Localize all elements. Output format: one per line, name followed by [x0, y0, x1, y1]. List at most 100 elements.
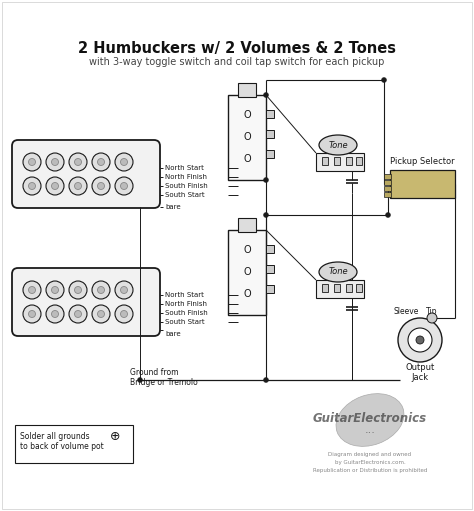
Circle shape [98, 182, 104, 190]
Text: 2 Humbuckers w/ 2 Volumes & 2 Tones: 2 Humbuckers w/ 2 Volumes & 2 Tones [78, 40, 396, 56]
Circle shape [398, 318, 442, 362]
Bar [15, 425, 133, 463]
Circle shape [69, 177, 87, 195]
Ellipse shape [319, 135, 357, 155]
Circle shape [69, 281, 87, 299]
Circle shape [120, 311, 128, 317]
Ellipse shape [319, 262, 357, 282]
Bar [390, 170, 455, 198]
Circle shape [46, 177, 64, 195]
Circle shape [408, 328, 432, 352]
Text: Solder all grounds
to back of volume pot: Solder all grounds to back of volume pot [20, 432, 104, 451]
Text: North Start: North Start [165, 165, 204, 171]
Circle shape [69, 153, 87, 171]
Text: North Finish: North Finish [165, 301, 207, 307]
Text: bare: bare [165, 331, 181, 337]
Text: by GuitarElectronics.com.: by GuitarElectronics.com. [335, 460, 405, 465]
Bar [346, 157, 352, 165]
Bar [384, 186, 391, 191]
Circle shape [52, 311, 58, 317]
Text: South Finish: South Finish [165, 183, 208, 189]
Circle shape [416, 336, 424, 344]
Circle shape [264, 92, 268, 98]
Circle shape [427, 313, 437, 323]
Circle shape [92, 153, 110, 171]
Circle shape [69, 305, 87, 323]
Circle shape [28, 311, 36, 317]
Circle shape [264, 177, 268, 182]
Circle shape [115, 177, 133, 195]
Text: Tone: Tone [328, 141, 348, 150]
Circle shape [46, 153, 64, 171]
Text: North Finish: North Finish [165, 174, 207, 180]
Bar [384, 180, 391, 185]
Circle shape [46, 305, 64, 323]
Bar [266, 285, 274, 293]
Circle shape [74, 311, 82, 317]
Circle shape [92, 305, 110, 323]
Text: bare: bare [165, 204, 181, 210]
Text: ⊕: ⊕ [110, 430, 120, 443]
Bar [356, 284, 362, 292]
Circle shape [115, 153, 133, 171]
Bar [266, 150, 274, 158]
Text: Jack: Jack [411, 373, 428, 382]
Circle shape [46, 281, 64, 299]
Circle shape [98, 158, 104, 166]
Text: South Start: South Start [165, 319, 205, 325]
Bar [238, 218, 256, 232]
Circle shape [115, 281, 133, 299]
Circle shape [120, 182, 128, 190]
Circle shape [52, 287, 58, 293]
Text: South Start: South Start [165, 192, 205, 198]
Bar [228, 95, 266, 180]
Circle shape [23, 177, 41, 195]
Text: O: O [243, 154, 251, 164]
Circle shape [120, 287, 128, 293]
Circle shape [74, 287, 82, 293]
Bar [356, 157, 362, 165]
Circle shape [74, 182, 82, 190]
Text: Pickup Selector: Pickup Selector [390, 157, 455, 167]
Circle shape [28, 158, 36, 166]
Circle shape [264, 213, 268, 218]
Text: Republication or Distribution is prohibited: Republication or Distribution is prohibi… [313, 468, 427, 473]
Circle shape [137, 378, 143, 383]
Text: Sleeve: Sleeve [393, 308, 419, 316]
Bar [322, 284, 328, 292]
Circle shape [28, 182, 36, 190]
Circle shape [264, 378, 268, 383]
Circle shape [92, 281, 110, 299]
Text: O: O [243, 110, 251, 120]
Bar [384, 174, 391, 179]
Bar [322, 157, 328, 165]
Text: O: O [243, 132, 251, 142]
Circle shape [23, 305, 41, 323]
Circle shape [52, 158, 58, 166]
Bar [266, 265, 274, 273]
Text: Ground from
Bridge or Tremolo: Ground from Bridge or Tremolo [130, 368, 198, 387]
Bar [228, 230, 266, 315]
Circle shape [98, 287, 104, 293]
Text: Diagram designed and owned: Diagram designed and owned [328, 452, 411, 457]
Circle shape [385, 213, 391, 218]
Circle shape [92, 177, 110, 195]
Circle shape [382, 78, 386, 82]
Bar [316, 153, 364, 171]
Bar [334, 157, 340, 165]
Circle shape [52, 182, 58, 190]
FancyBboxPatch shape [12, 268, 160, 336]
Text: North Start: North Start [165, 292, 204, 298]
Circle shape [120, 158, 128, 166]
Text: with 3-way toggle switch and coil tap switch for each pickup: with 3-way toggle switch and coil tap sw… [89, 57, 385, 67]
Circle shape [28, 287, 36, 293]
Bar [266, 110, 274, 118]
Text: O: O [243, 267, 251, 277]
Circle shape [98, 311, 104, 317]
Text: O: O [243, 289, 251, 299]
Bar [346, 284, 352, 292]
Text: GuitarElectronics: GuitarElectronics [313, 411, 427, 425]
Bar [334, 284, 340, 292]
Text: South Finish: South Finish [165, 310, 208, 316]
Text: O: O [243, 245, 251, 255]
